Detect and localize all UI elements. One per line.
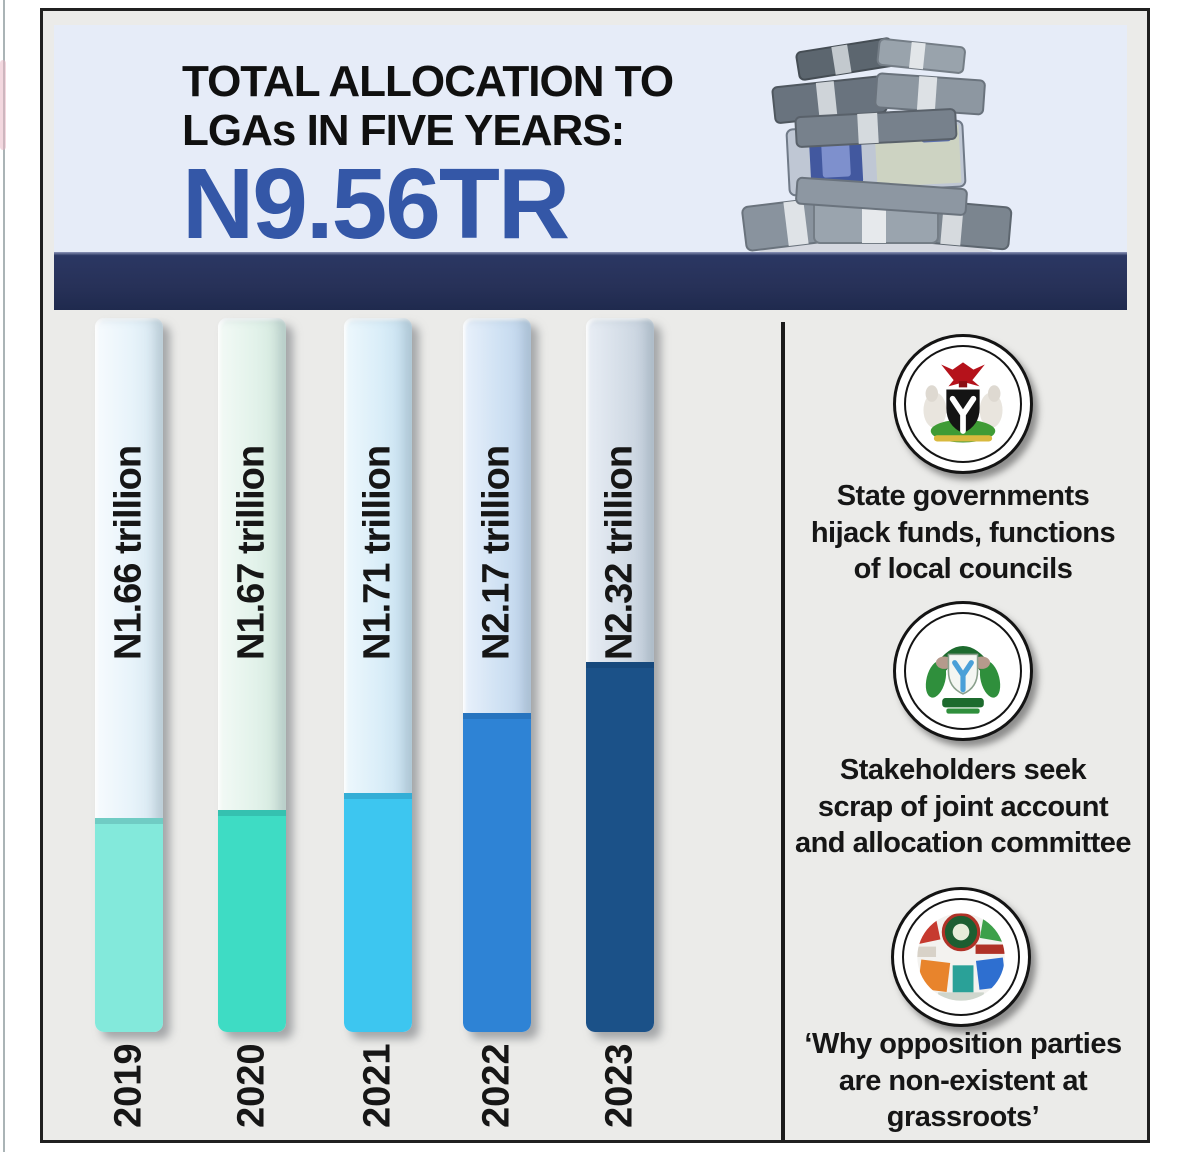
x-axis-label-2019: 2019 [107,1043,150,1129]
headline-1-line-3: of local councils [853,553,1073,586]
headline-2-line-2: scrap of joint account [817,790,1109,823]
bar-2019: N1.66 trillion [95,318,163,1032]
bar-2020-value-label: N1.67 trillion [230,445,273,660]
headline-1-line-1: State governments [836,480,1090,512]
headline-3-line-3: grassroots’ [886,1101,1040,1134]
headline-2-line-3: and allocation committee [794,827,1132,860]
vertical-divider [781,322,785,1140]
bar-2021-fill [344,792,412,1032]
headline-3-line-2: are non-existent at [838,1064,1088,1097]
headline-2-line-1: Stakeholders seek [839,754,1087,786]
title-line-1: TOTAL ALLOCATION TO [182,57,674,106]
bar-2023-fill [586,662,654,1032]
joint-account-graphic [925,646,1001,714]
navy-divider-band [54,252,1127,310]
bar-2019-fill [95,817,163,1032]
bar-2022-fill [463,712,531,1032]
headline-1-line-2: hijack funds, functions [810,516,1116,549]
header-panel: TOTAL ALLOCATION TO LGAs IN FIVE YEARS: … [54,25,1127,269]
sidebar-headline-2: Stakeholders seek scrap of joint account… [788,752,1138,862]
bar-2021-value-label: N1.71 trillion [356,445,399,660]
x-axis-label-2022: 2022 [475,1043,518,1129]
bar-2023-value-label: N2.32 trillion [598,445,641,660]
page-gutter-smudge [0,60,6,150]
x-axis-label-2023: 2023 [598,1043,641,1129]
headline-3-line-1: ‘Why opposition parties [804,1028,1122,1060]
joint-account-emblem-icon [893,601,1033,741]
bar-2021: N1.71 trillion [344,318,412,1032]
bar-2023: N2.32 trillion [586,318,654,1032]
x-axis-label-2020: 2020 [230,1043,273,1129]
nigeria-coat-of-arms-icon [893,334,1033,474]
bar-2020-fill [218,809,286,1032]
title-line-2: LGAs IN FIVE YEARS: [182,106,625,156]
bar-2020: N1.67 trillion [218,318,286,1032]
party-logos-graphic [917,913,1005,1001]
total-amount: N9.56TR [182,148,570,260]
sidebar-headline-1: State governments hijack funds, function… [788,478,1138,588]
cash-stack-illustration [741,37,1013,269]
sidebar-headline-3: ‘Why opposition parties are non-existent… [788,1026,1138,1136]
party-logos-collage-icon [891,887,1031,1027]
bar-2022: N2.17 trillion [463,318,531,1032]
infographic-title: TOTAL ALLOCATION TO LGAs IN FIVE YEARS: [182,57,674,156]
bar-2019-value-label: N1.66 trillion [107,445,150,660]
page-gutter-line [3,0,5,1152]
bar-2022-value-label: N2.17 trillion [475,445,518,660]
coat-of-arms-graphic [923,362,1003,443]
x-axis-label-2021: 2021 [356,1043,399,1129]
